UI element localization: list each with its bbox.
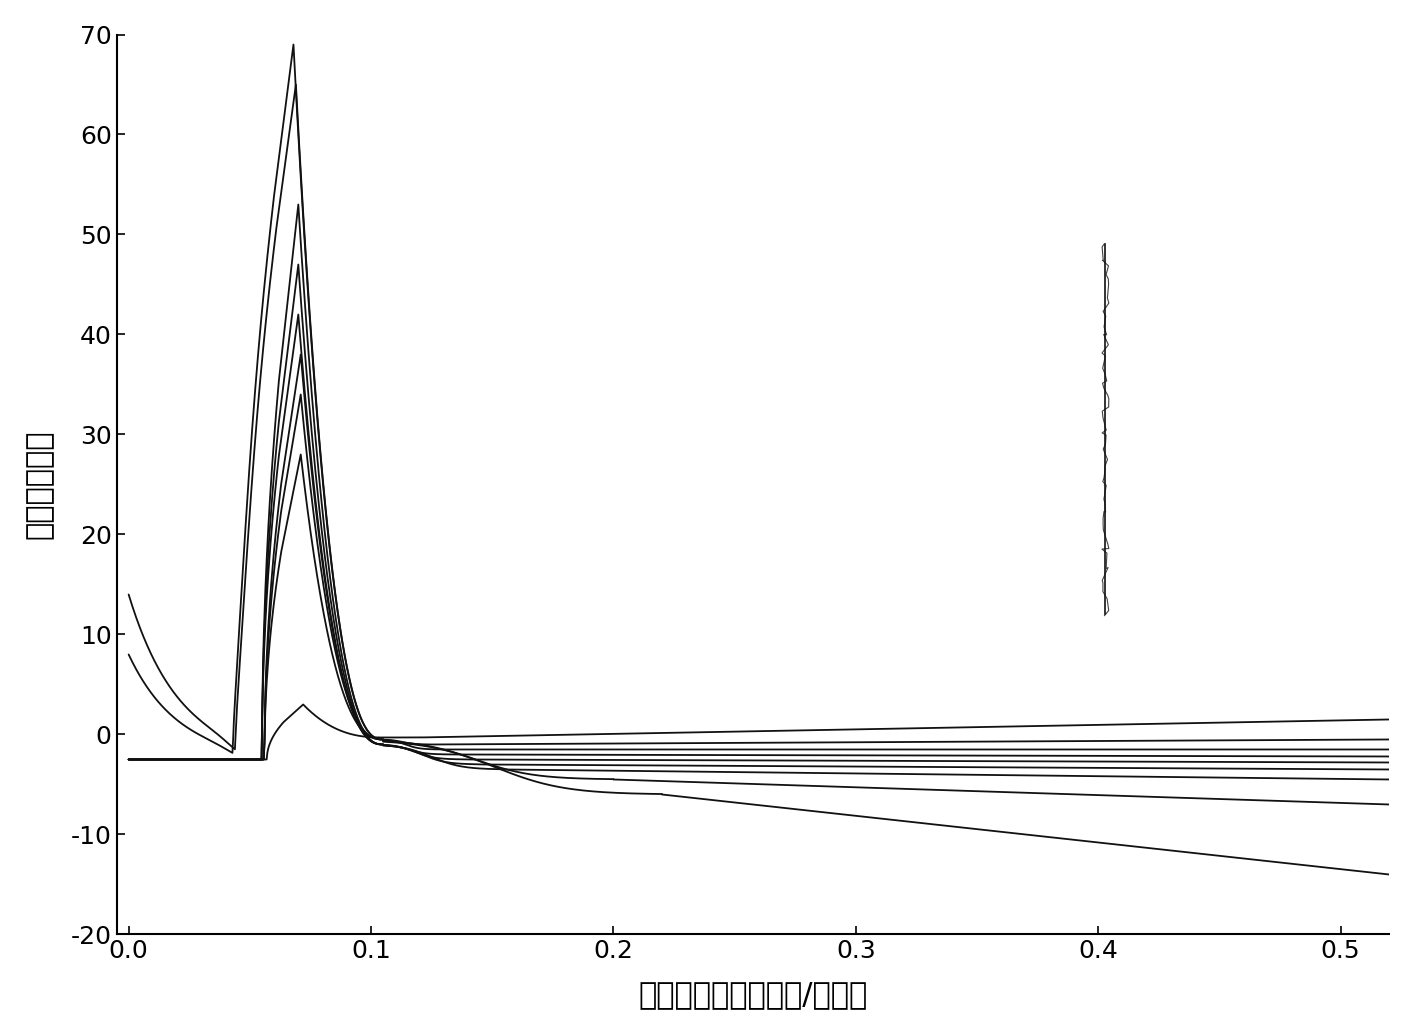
- X-axis label: 电压（伏）相对于銀/氯化銀: 电压（伏）相对于銀/氯化銀: [638, 980, 867, 1009]
- Y-axis label: 电流（皮安）: 电流（皮安）: [25, 430, 54, 540]
